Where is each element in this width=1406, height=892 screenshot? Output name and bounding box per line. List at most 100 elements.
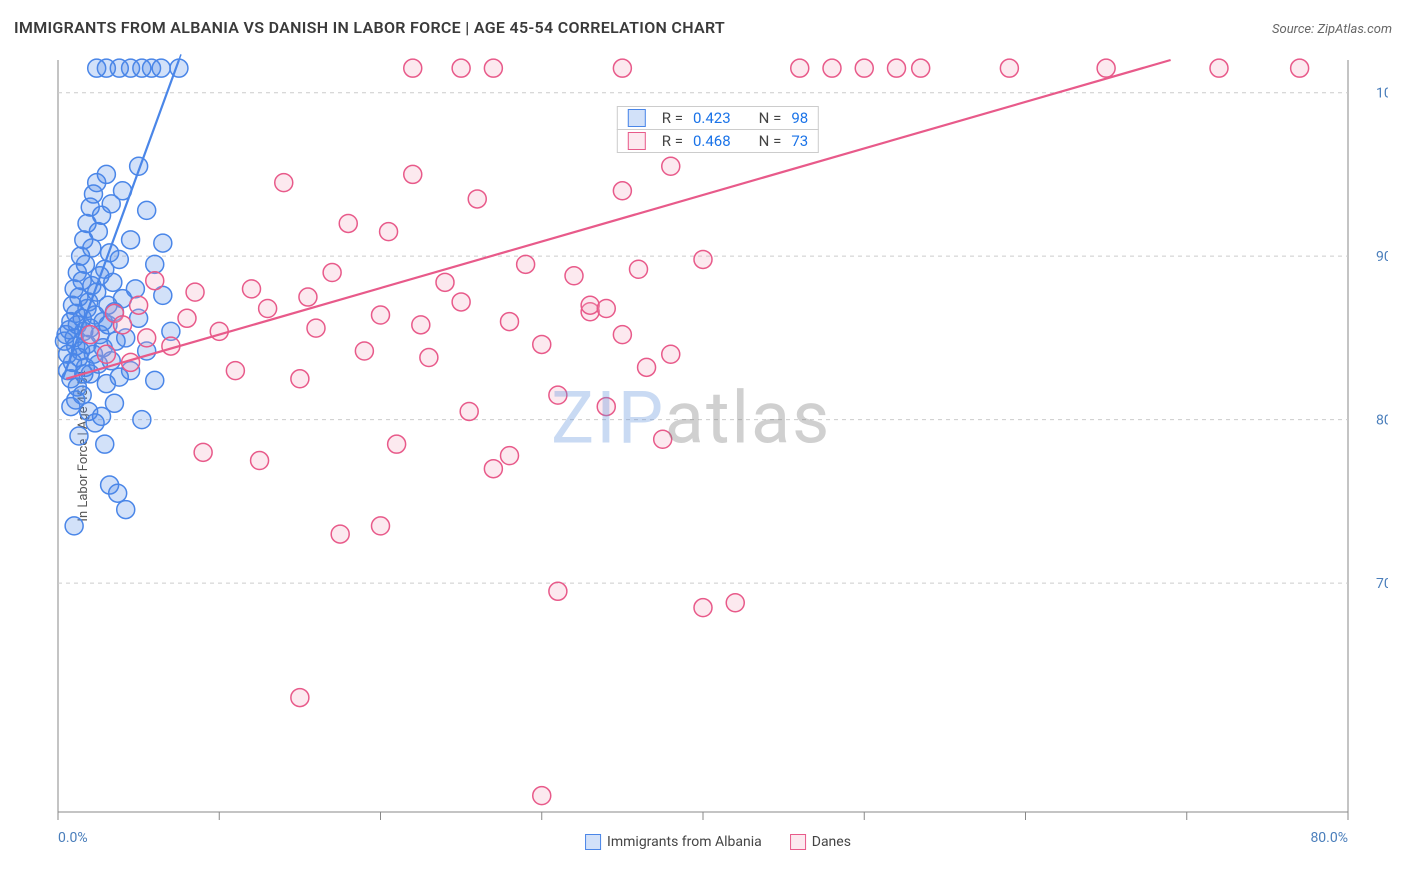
- legend-bottom: Immigrants from Albania Danes: [585, 834, 851, 850]
- data-point-danes: [694, 250, 712, 268]
- data-point-danes: [855, 59, 873, 77]
- data-point-albania: [126, 280, 144, 298]
- svg-text:90.0%: 90.0%: [1376, 249, 1388, 265]
- data-point-danes: [549, 582, 567, 600]
- data-point-danes: [178, 309, 196, 327]
- legend-swatch-albania: [585, 834, 601, 850]
- legend-swatch-danes: [790, 834, 806, 850]
- data-point-albania: [110, 250, 128, 268]
- stat-r-label: R =: [662, 132, 683, 150]
- data-point-danes: [517, 255, 535, 273]
- data-point-danes: [452, 59, 470, 77]
- stat-n-label: N =: [759, 132, 782, 150]
- legend-label: Danes: [812, 834, 851, 850]
- legend-item-danes[interactable]: Danes: [790, 834, 851, 850]
- data-point-danes: [275, 174, 293, 192]
- legend-label: Immigrants from Albania: [607, 834, 762, 850]
- data-point-albania: [96, 435, 114, 453]
- stat-r-value: 0.468: [693, 132, 731, 150]
- data-point-danes: [372, 306, 390, 324]
- data-point-albania: [67, 391, 85, 409]
- data-point-danes: [259, 299, 277, 317]
- data-point-danes: [460, 402, 478, 420]
- data-point-danes: [243, 280, 261, 298]
- data-point-danes: [210, 322, 228, 340]
- data-point-albania: [70, 427, 88, 445]
- stat-r-value: 0.423: [693, 109, 731, 127]
- chart-title: IMMIGRANTS FROM ALBANIA VS DANISH IN LAB…: [14, 18, 725, 37]
- data-point-danes: [581, 296, 599, 314]
- data-point-danes: [597, 398, 615, 416]
- data-point-danes: [597, 299, 615, 317]
- data-point-danes: [484, 59, 502, 77]
- data-point-albania: [133, 411, 151, 429]
- data-point-danes: [694, 599, 712, 617]
- data-point-danes: [638, 358, 656, 376]
- data-point-danes: [186, 283, 204, 301]
- svg-text:100.0%: 100.0%: [1376, 86, 1388, 102]
- data-point-danes: [291, 689, 309, 707]
- data-point-danes: [549, 386, 567, 404]
- svg-text:0.0%: 0.0%: [58, 830, 88, 846]
- data-point-danes: [404, 165, 422, 183]
- data-point-danes: [388, 435, 406, 453]
- data-point-danes: [630, 260, 648, 278]
- data-point-danes: [501, 313, 519, 331]
- data-point-danes: [1291, 59, 1309, 77]
- data-point-albania: [146, 371, 164, 389]
- data-point-albania: [109, 484, 127, 502]
- data-point-albania: [154, 234, 172, 252]
- data-point-danes: [1097, 59, 1115, 77]
- svg-text:80.0%: 80.0%: [1376, 413, 1388, 429]
- data-point-danes: [226, 362, 244, 380]
- data-point-danes: [501, 447, 519, 465]
- data-point-danes: [194, 443, 212, 461]
- stat-n-value: 73: [791, 132, 808, 150]
- source-credit: Source: ZipAtlas.com: [1272, 22, 1392, 37]
- data-point-danes: [299, 288, 317, 306]
- data-point-albania: [138, 201, 156, 219]
- data-point-danes: [912, 59, 930, 77]
- data-point-danes: [436, 273, 454, 291]
- data-point-danes: [654, 430, 672, 448]
- data-point-albania: [97, 165, 115, 183]
- data-point-danes: [355, 342, 373, 360]
- svg-text:80.0%: 80.0%: [1310, 830, 1348, 846]
- stat-n-value: 98: [791, 109, 808, 127]
- data-point-danes: [291, 370, 309, 388]
- data-point-danes: [888, 59, 906, 77]
- data-point-danes: [726, 594, 744, 612]
- stat-n-label: N =: [759, 109, 782, 127]
- data-point-albania: [88, 59, 106, 77]
- legend-item-albania[interactable]: Immigrants from Albania: [585, 834, 762, 850]
- data-point-albania: [152, 59, 170, 77]
- data-point-albania: [146, 255, 164, 273]
- correlation-stats-box: R = 0.423N = 98R = 0.468N = 73: [617, 106, 819, 152]
- data-point-danes: [613, 182, 631, 200]
- data-point-danes: [662, 157, 680, 175]
- data-point-danes: [1000, 59, 1018, 77]
- source-link[interactable]: ZipAtlas.com: [1317, 22, 1392, 37]
- data-point-danes: [380, 223, 398, 241]
- data-point-danes: [452, 293, 470, 311]
- data-point-danes: [565, 267, 583, 285]
- data-point-danes: [533, 335, 551, 353]
- data-point-albania: [89, 223, 107, 241]
- data-point-albania: [83, 239, 101, 257]
- data-point-danes: [114, 316, 132, 334]
- data-point-danes: [331, 525, 349, 543]
- title-bar: IMMIGRANTS FROM ALBANIA VS DANISH IN LAB…: [14, 18, 1392, 37]
- source-label: Source:: [1272, 22, 1314, 37]
- data-point-danes: [533, 787, 551, 805]
- stats-swatch-danes: [628, 132, 646, 150]
- data-point-albania: [122, 231, 140, 249]
- data-point-albania: [65, 517, 83, 535]
- data-point-danes: [791, 59, 809, 77]
- data-point-danes: [412, 316, 430, 334]
- data-point-danes: [146, 272, 164, 290]
- data-point-danes: [97, 345, 115, 363]
- data-point-danes: [1210, 59, 1228, 77]
- data-point-danes: [81, 326, 99, 344]
- chart-svg: 70.0%80.0%90.0%100.0%0.0%80.0%: [48, 50, 1388, 850]
- data-point-danes: [130, 296, 148, 314]
